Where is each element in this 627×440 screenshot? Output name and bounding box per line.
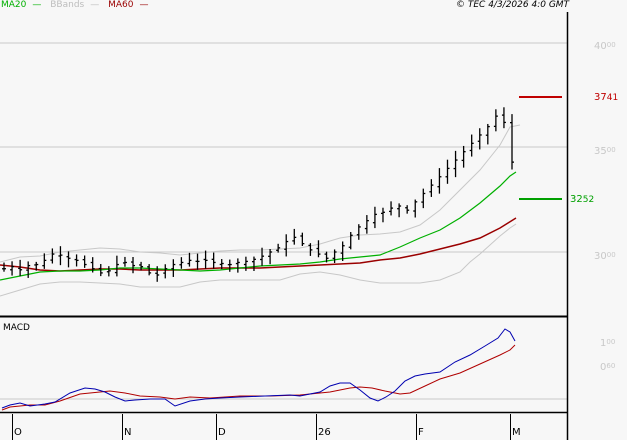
- x-label-feb: F: [418, 427, 424, 438]
- chart-legend: MA20— BBands — MA60—: [1, 0, 154, 11]
- support-label: 3252: [570, 194, 595, 205]
- bollinger-lower: [0, 223, 517, 297]
- x-label-oct: O: [14, 427, 22, 438]
- macd-signal-line: [1, 344, 516, 411]
- x-label-nov: N: [124, 427, 132, 438]
- copyright-timestamp: © TEC 4/3/2026 4:0 GMT: [456, 0, 570, 10]
- legend-ma20-label: MA20: [1, 0, 27, 10]
- ma20-line: [0, 171, 517, 281]
- price-label-3500: 3500: [594, 146, 616, 157]
- price-label-3000: 3000: [594, 251, 616, 262]
- x-label-mar: M: [512, 427, 521, 438]
- macd-title: MACD: [3, 323, 30, 333]
- ma60-line: [0, 217, 517, 272]
- legend-bbands: BBands —: [50, 0, 100, 10]
- legend-bbands-label: BBands: [50, 0, 85, 10]
- macd-label-1: 100: [600, 338, 616, 349]
- macd-line: [1, 328, 516, 409]
- macd-label-0-6: 060: [600, 362, 616, 373]
- bollinger-upper: [0, 124, 521, 263]
- x-label-dec: D: [218, 427, 226, 438]
- x-label-2026: 26: [318, 427, 331, 438]
- legend-ma60: MA60—: [108, 0, 149, 10]
- legend-ma20: MA20—: [1, 0, 42, 10]
- ohlc-bars: [2, 107, 514, 282]
- price-label-4000: 4000: [594, 41, 616, 52]
- resistance-label: 3741: [594, 92, 619, 103]
- legend-ma60-label: MA60: [108, 0, 134, 10]
